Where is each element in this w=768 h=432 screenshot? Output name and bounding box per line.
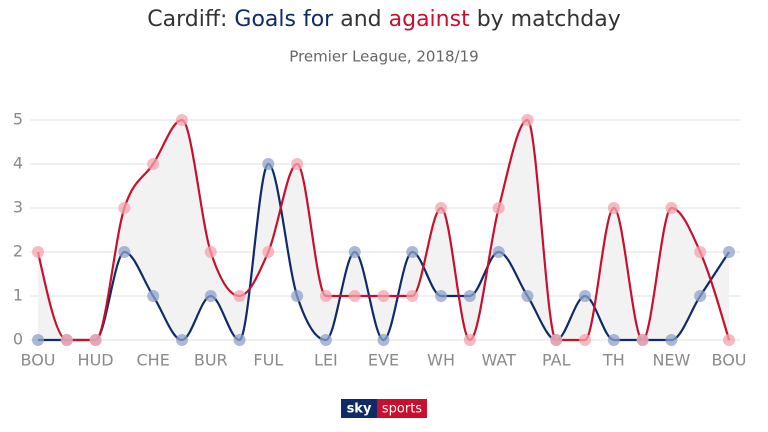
x-tick-label: WAT	[481, 351, 516, 370]
data-point	[636, 334, 649, 346]
gap-area	[38, 120, 729, 340]
y-tick-label: 4	[13, 154, 23, 173]
data-point	[521, 114, 534, 126]
y-tick-label: 5	[13, 110, 23, 129]
data-point	[607, 334, 620, 346]
plot-area: 0 1 2 3 4 5 BOU HUD CHE BUR FUL LEI EVE WH WAT PAL TH NEW…	[13, 110, 747, 370]
data-point	[147, 290, 160, 302]
data-point	[118, 246, 131, 258]
logo-product-bg	[377, 399, 427, 418]
logo-brand-bg	[341, 399, 377, 418]
title-part: and	[340, 7, 381, 32]
data-point	[377, 290, 390, 302]
title-series-for: Goals for	[234, 7, 334, 32]
data-point	[463, 334, 476, 346]
x-tick-label: TH	[602, 351, 625, 370]
data-point	[665, 334, 678, 346]
data-point	[723, 334, 735, 346]
data-point	[694, 246, 707, 258]
data-point	[319, 290, 332, 302]
logo-brand: sky	[347, 402, 372, 417]
logo: sky sports	[341, 399, 427, 418]
data-point	[348, 246, 361, 258]
data-point	[204, 290, 217, 302]
x-tick-label: CHE	[137, 351, 170, 370]
data-point	[89, 334, 102, 346]
x-tick-label: FUL	[253, 351, 283, 370]
data-point	[550, 334, 563, 346]
data-point	[579, 290, 592, 302]
x-tick-label: LEI	[314, 351, 338, 370]
data-point	[377, 334, 390, 346]
data-point	[118, 202, 131, 214]
chart-subtitle: Premier League, 2018/19	[289, 48, 478, 66]
title-series-against: against	[389, 7, 470, 32]
x-tick-label: HUD	[78, 351, 114, 370]
x-tick-label: EVE	[368, 351, 399, 370]
x-tick-label: BOU	[21, 351, 56, 370]
data-point	[291, 158, 304, 170]
title-part: by matchday	[477, 7, 621, 32]
data-point	[694, 290, 707, 302]
data-point	[60, 334, 73, 346]
data-point	[406, 290, 419, 302]
data-point	[406, 246, 419, 258]
x-tick-label: BUR	[194, 351, 228, 370]
x-tick-label: BOU	[712, 351, 747, 370]
y-tick-label: 0	[13, 330, 23, 349]
x-tick-label: NEW	[652, 351, 690, 370]
data-point	[204, 246, 217, 258]
data-point	[607, 202, 620, 214]
data-point	[492, 246, 505, 258]
data-point	[348, 290, 361, 302]
data-point	[463, 290, 476, 302]
x-tick-label: PAL	[542, 351, 571, 370]
data-point	[435, 202, 448, 214]
data-point	[175, 114, 188, 126]
y-tick-label: 1	[13, 286, 23, 305]
data-point	[233, 290, 246, 302]
data-point	[147, 158, 160, 170]
data-point	[665, 202, 678, 214]
x-tick-label: WH	[427, 351, 455, 370]
y-tick-label: 2	[13, 242, 23, 261]
data-point	[262, 246, 275, 258]
chart-title: Cardiff: Goals for and against by matchd…	[147, 7, 620, 32]
data-point	[233, 334, 246, 346]
data-point	[579, 334, 592, 346]
data-point	[723, 246, 735, 258]
data-point	[435, 290, 448, 302]
title-part: Cardiff:	[147, 7, 227, 32]
data-point	[175, 334, 188, 346]
data-point	[32, 246, 44, 258]
data-point	[319, 334, 332, 346]
data-point	[291, 290, 304, 302]
y-tick-label: 3	[13, 198, 23, 217]
data-point	[32, 334, 44, 346]
data-point	[262, 158, 275, 170]
data-point	[492, 202, 505, 214]
data-point	[521, 290, 534, 302]
logo-product: sports	[382, 402, 422, 417]
